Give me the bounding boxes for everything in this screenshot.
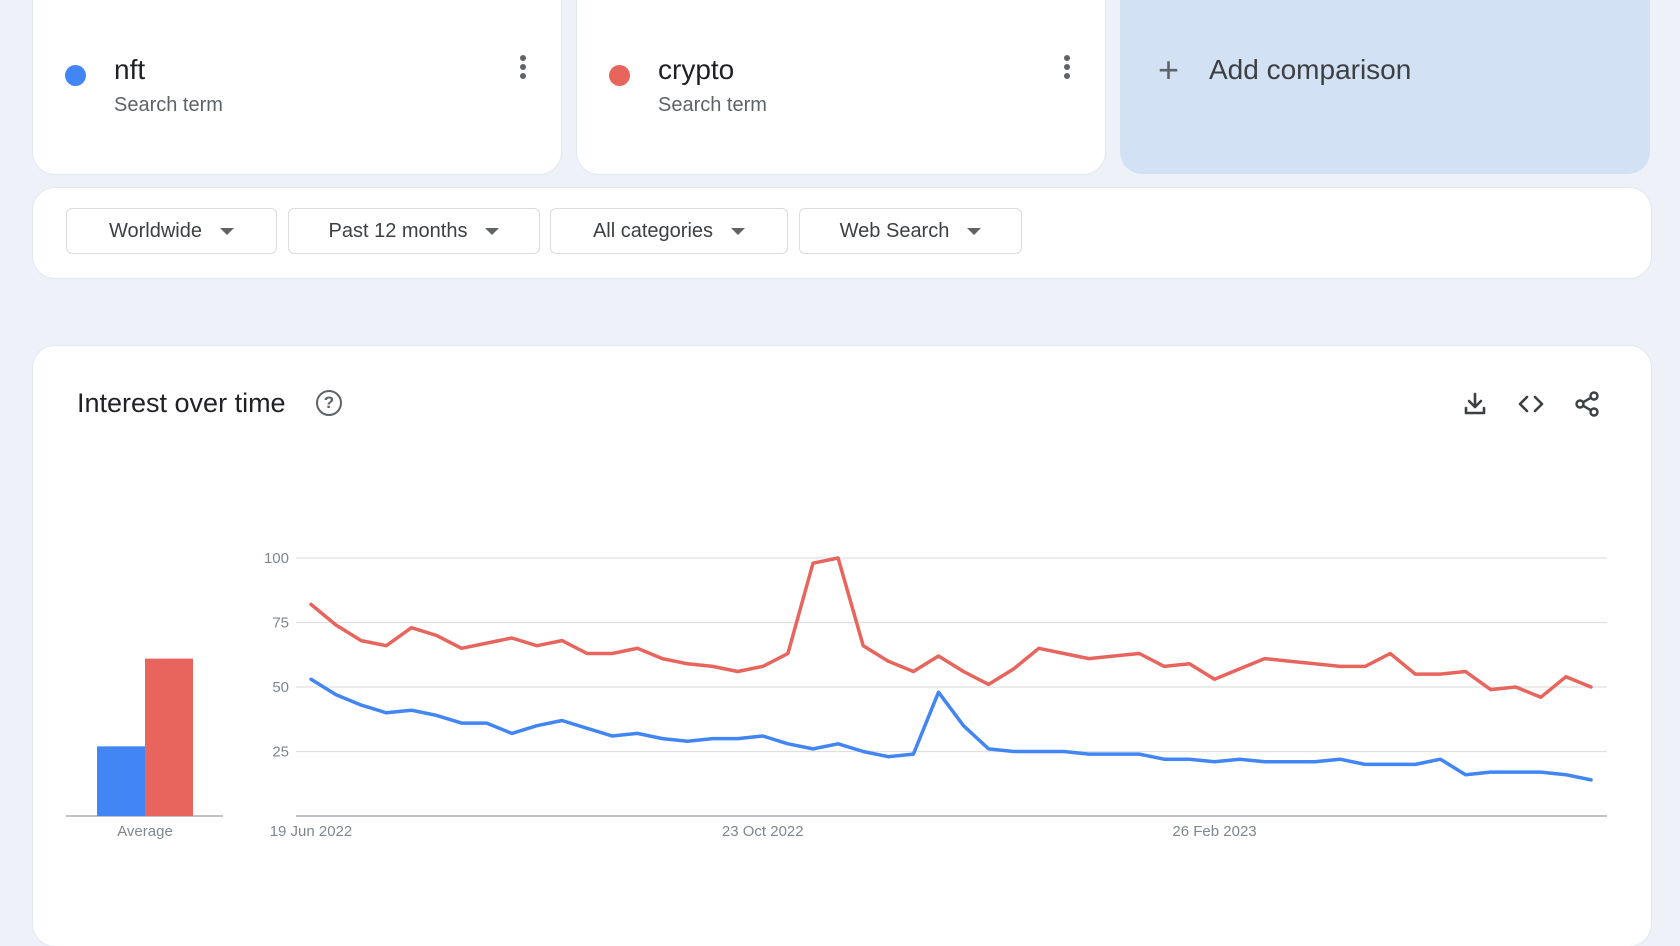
caret-down-icon	[731, 227, 746, 235]
search-property-label: Web Search	[839, 219, 950, 242]
caret-down-icon	[967, 227, 982, 235]
add-comparison-button[interactable]: + Add comparison	[1120, 0, 1650, 174]
x-tick-label: 26 Feb 2023	[1172, 823, 1256, 840]
term-type-label: Search term	[114, 94, 223, 116]
y-tick-label: 100	[264, 550, 289, 567]
y-tick-label: 50	[272, 679, 289, 696]
term-name[interactable]: crypto	[658, 54, 735, 85]
x-tick-label: 19 Jun 2022	[270, 823, 353, 840]
average-bar-nft	[97, 746, 145, 816]
average-bar-crypto	[145, 658, 193, 816]
interest-over-time-card: Interest over time ? 25 50 75 100 19 Jun 202…	[33, 346, 1651, 946]
time-range-label: Past 12 months	[328, 219, 468, 242]
search-property-dropdown[interactable]: Web Search	[799, 208, 1022, 254]
time-range-dropdown[interactable]: Past 12 months	[288, 208, 540, 254]
average-label: Average	[117, 823, 173, 840]
section-title: Interest over time	[77, 388, 286, 418]
share-icon[interactable]	[1573, 390, 1601, 418]
category-dropdown[interactable]: All categories	[550, 208, 788, 254]
download-icon[interactable]	[1461, 390, 1489, 418]
y-tick-label: 75	[272, 615, 289, 632]
more-options-icon[interactable]	[511, 52, 535, 82]
caret-down-icon	[220, 227, 234, 235]
interest-over-time-chart: 25 50 75 100 19 Jun 2022 23 Oct 2022 26 Feb 20…	[66, 550, 1607, 840]
term-name[interactable]: nft	[114, 54, 146, 85]
series-line-crypto	[309, 556, 1593, 700]
region-label: Worldwide	[109, 219, 202, 242]
region-dropdown[interactable]: Worldwide	[66, 208, 277, 254]
help-icon[interactable]: ?	[316, 390, 342, 416]
term-type-label: Search term	[658, 94, 767, 116]
x-tick-label: 23 Oct 2022	[722, 823, 804, 840]
series-color-dot	[609, 65, 630, 86]
more-options-icon[interactable]	[1055, 52, 1079, 82]
category-label: All categories	[592, 219, 714, 242]
series-line-nft	[309, 677, 1593, 782]
plus-icon: +	[1158, 49, 1180, 90]
caret-down-icon	[485, 227, 500, 235]
term-card-nft[interactable]: nft Search term	[33, 0, 561, 174]
term-card-crypto[interactable]: crypto Search term	[577, 0, 1105, 174]
filter-bar: Worldwide Past 12 months All categories …	[33, 188, 1651, 278]
add-comparison-label: Add comparison	[1209, 54, 1412, 85]
series-color-dot	[65, 65, 86, 86]
embed-code-icon[interactable]	[1517, 390, 1545, 418]
y-tick-label: 25	[272, 744, 289, 761]
